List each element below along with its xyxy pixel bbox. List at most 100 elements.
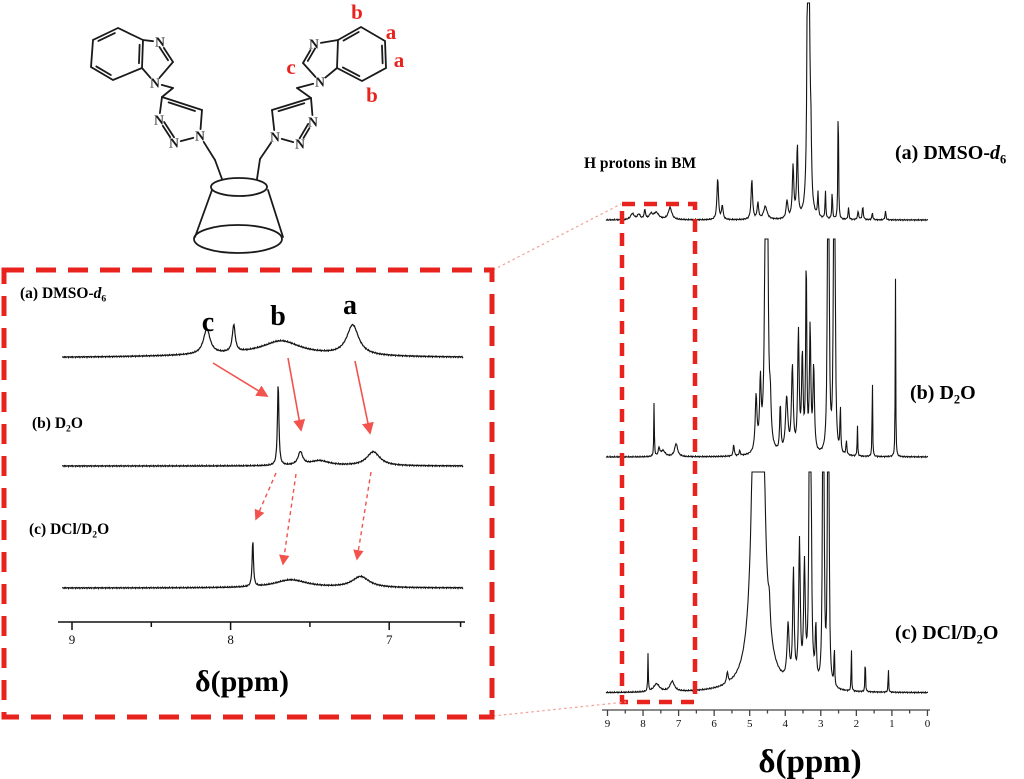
- cone-bottom-rim: [193, 224, 283, 254]
- nitrogen-atom-label: N: [270, 130, 280, 145]
- axis-tick-label: 8: [227, 632, 234, 647]
- inset-peak-letter-b: b: [270, 301, 286, 332]
- bond: [158, 61, 174, 79]
- bond: [267, 189, 284, 238]
- axis-tick-label: 9: [69, 632, 76, 647]
- axis-tick-label: 0: [925, 718, 931, 730]
- double-bond-inner: [95, 65, 112, 76]
- axis-tick-label: 9: [605, 718, 611, 730]
- connector-line-bottom: [492, 701, 627, 717]
- main-spectrum-c-trace: [605, 471, 929, 695]
- shift-arrow-b-ab: [287, 357, 306, 432]
- axis-tick-label: 3: [818, 718, 824, 730]
- inset-label-dmso: (a) DMSO-d6: [20, 285, 106, 305]
- main-spectrum-a-trace: [605, 2, 929, 222]
- axis-tick-label: 2: [854, 718, 860, 730]
- cone-top-rim: [210, 177, 268, 197]
- bond: [161, 87, 174, 98]
- bond: [310, 97, 314, 116]
- bond: [302, 49, 312, 64]
- inset-xaxis-title: δ(ppm): [195, 665, 289, 698]
- inset-spectrum-c-trace: [62, 542, 464, 590]
- bond: [161, 96, 203, 111]
- bm-annotation: H protons in BM: [584, 155, 696, 172]
- bond: [162, 46, 174, 63]
- bond: [296, 87, 312, 99]
- axis-tick-label: 5: [747, 718, 753, 730]
- nitrogen-atom-label: N: [154, 113, 164, 128]
- inset-spectrum-a-trace: [61, 323, 464, 359]
- proton-label-a-upper: a: [386, 20, 397, 44]
- proton-label-a-lower: a: [394, 48, 405, 72]
- proton-label-b-top: b: [351, 0, 363, 24]
- nitrogen-atom-label: N: [315, 75, 325, 90]
- bond: [302, 127, 311, 139]
- bond: [202, 141, 216, 161]
- double-bond-inner: [341, 66, 361, 77]
- bond: [271, 97, 312, 111]
- double-bond-inner: [298, 122, 310, 140]
- main-spectrum-b-trace: [605, 238, 929, 459]
- bond: [324, 67, 338, 79]
- inset-peak-letter-a: a: [343, 290, 357, 321]
- benzene-ring: [90, 27, 144, 82]
- nitrogen-atom-label: N: [169, 136, 179, 151]
- shift-arrow-b-bc: [279, 473, 297, 566]
- shift-arrows-dashed: [254, 471, 372, 566]
- bond: [271, 109, 276, 131]
- double-bond-inner: [163, 121, 175, 139]
- shift-arrows-solid: [212, 357, 374, 435]
- axis-tick-label: 7: [386, 632, 393, 647]
- nitrogen-atom-label: N: [195, 129, 205, 144]
- bond: [179, 136, 195, 143]
- bond: [214, 159, 223, 180]
- bond: [159, 96, 163, 114]
- benzene-ring: [336, 25, 387, 83]
- main-label-dmso: (a) DMSO-d6: [895, 142, 1006, 167]
- main-label-d2o: (b) D2O: [910, 382, 976, 407]
- double-bond-inner: [342, 31, 360, 42]
- inset-x-axis: 9 8 7: [58, 621, 465, 647]
- double-bond-inner: [158, 46, 169, 62]
- inset-spectrum-b-trace: [62, 386, 464, 469]
- double-bond-inner: [306, 47, 316, 62]
- double-bond-inner: [277, 102, 306, 113]
- nitrogen-atom-label: N: [150, 76, 160, 91]
- connector-line-top: [492, 203, 622, 271]
- highlight-region-box: [619, 201, 698, 705]
- bond: [280, 137, 295, 144]
- inset-label-d2o: (b) D2O: [32, 415, 83, 435]
- shift-arrow-a-bc: [353, 471, 372, 561]
- nitrogen-atom-label: N: [295, 137, 305, 152]
- shift-arrow-c-bc: [254, 472, 277, 521]
- bond: [160, 83, 174, 89]
- double-bond-inner: [138, 43, 141, 65]
- axis-tick-label: 7: [676, 718, 682, 730]
- main-xaxis-title: δ(ppm): [758, 744, 861, 779]
- axis-tick-label: 4: [783, 718, 789, 730]
- bond: [141, 67, 152, 79]
- bond: [194, 189, 213, 238]
- proton-label-b-bottom: b: [366, 83, 378, 107]
- double-bond-inner: [167, 101, 196, 112]
- shift-arrow-a-ab: [354, 360, 374, 435]
- inset-label-dcl: (c) DCl/D2O: [29, 521, 109, 541]
- bond: [259, 141, 272, 160]
- proton-label-c: c: [286, 55, 295, 79]
- bond: [296, 82, 315, 89]
- nitrogen-atom-label: N: [309, 37, 319, 52]
- bond: [199, 109, 203, 130]
- shift-arrow-c-ab: [212, 362, 269, 397]
- axis-tick-label: 1: [889, 718, 895, 730]
- double-bond-inner: [97, 32, 116, 42]
- nitrogen-atom-label: N: [155, 35, 165, 50]
- double-bond-inner: [381, 44, 384, 65]
- axis-tick-label: 8: [640, 718, 646, 730]
- inset-peak-letter-c: c: [202, 307, 214, 338]
- bond: [320, 39, 339, 44]
- bond: [161, 124, 172, 139]
